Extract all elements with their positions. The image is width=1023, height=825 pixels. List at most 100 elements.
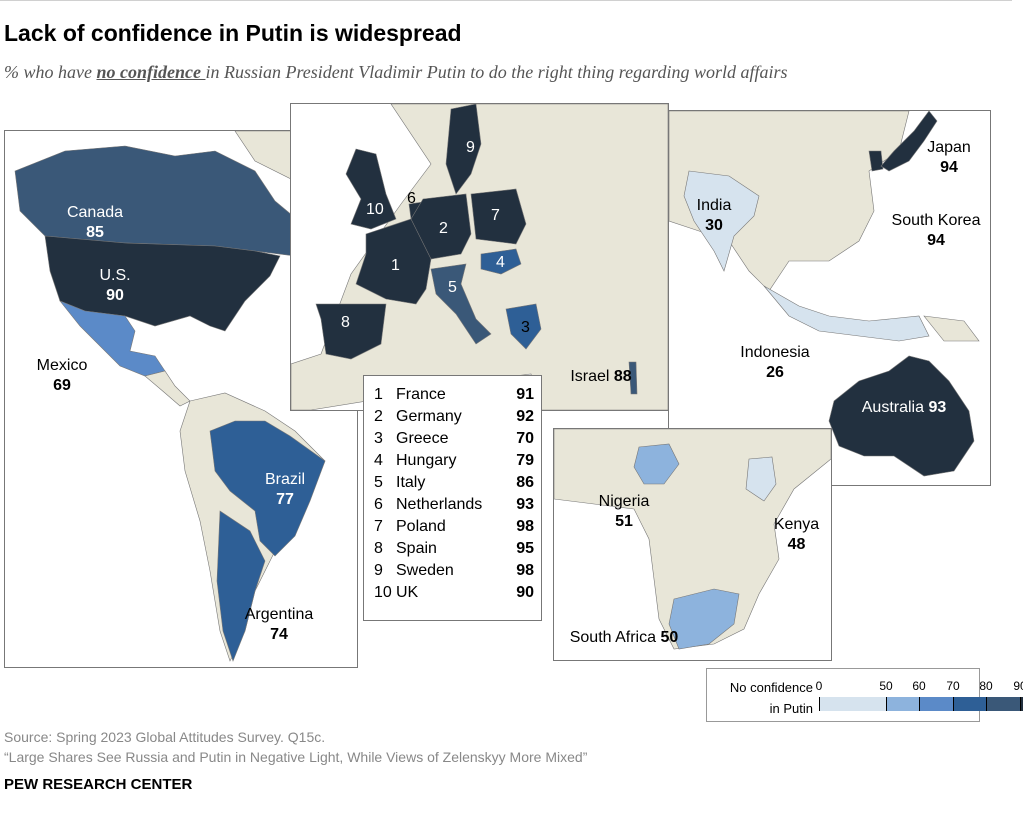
key-number: 7: [374, 518, 383, 535]
key-country: Germany: [396, 408, 462, 425]
source-note: Source: Spring 2023 Global Attitudes Sur…: [4, 727, 587, 767]
marker-spain: 8: [341, 314, 350, 331]
label-japan: Japan 94: [927, 139, 971, 176]
top-rule: [0, 0, 1012, 1]
key-value: 93: [516, 496, 534, 513]
country-israel: [628, 361, 638, 395]
label-brazil: Brazil 77: [264, 471, 305, 508]
country-india: [683, 170, 760, 272]
legend-tick-label: 80: [979, 679, 993, 693]
key-country: Netherlands: [396, 496, 483, 513]
label-south-korea: South Korea 94: [891, 212, 981, 249]
label-us: U.S. 90: [99, 267, 131, 304]
marker-germany: 2: [439, 220, 448, 237]
legend-swatch: [819, 697, 887, 711]
legend-tick-label: 0: [815, 679, 823, 693]
key-number: 4: [374, 452, 383, 469]
europe-key-row: 7 Poland 98: [374, 518, 534, 540]
europe-key-row: 2 Germany 92: [374, 408, 534, 430]
marker-uk: 10: [366, 201, 384, 218]
legend-tick-label: 90: [1013, 679, 1023, 693]
europe-key-row: 8 Spain 95: [374, 540, 534, 562]
asia-pacific-panel: Japan 94 South Korea 94 India 30 Indonesia 2…: [668, 110, 991, 486]
label-indonesia: Indonesia 26: [740, 344, 810, 381]
europe-panel: 9 10 6 2 7 1 8 5 4 3 Israel 88: [290, 103, 669, 411]
country-nigeria: [633, 443, 680, 485]
label-nigeria: Nigeria 51: [598, 493, 650, 530]
legend-swatch: [919, 697, 954, 711]
europe-key-list: 1 France 91 2 Germany 92 3 Greece 70 4 Hungary 79 5 I…: [363, 375, 542, 621]
country-italy: [430, 263, 492, 345]
report-title: “Large Shares See Russia and Putin in Ne…: [4, 749, 588, 765]
key-number: 8: [374, 540, 383, 557]
subtitle-prefix: % who have: [4, 62, 97, 82]
marker-hungary: 4: [496, 254, 505, 271]
legend-swatch: [886, 697, 920, 711]
brand-logo-text: PEW RESEARCH CENTER: [4, 776, 193, 793]
subtitle-emphasis: no confidence: [96, 62, 206, 82]
country-south-korea: [868, 150, 884, 172]
legend-title: No confidence in Putin: [729, 680, 813, 716]
key-country: Italy: [396, 474, 426, 491]
key-country: France: [396, 386, 446, 403]
legend-tick-label: 70: [946, 679, 960, 693]
marker-greece: 3: [521, 319, 530, 336]
legend-swatch: [1020, 697, 1023, 711]
country-south-africa: [668, 588, 740, 650]
key-number: 1: [374, 386, 383, 403]
country-australia: [828, 355, 975, 477]
europe-key-row: 6 Netherlands 93: [374, 496, 534, 518]
country-spain: [315, 303, 387, 360]
chart-subtitle: % who have no confidence in Russian Pres…: [4, 62, 787, 83]
label-canada: Canada 85: [66, 204, 124, 241]
chart-title: Lack of confidence in Putin is widesprea…: [4, 20, 462, 46]
marker-poland: 7: [491, 207, 500, 224]
country-brazil: [209, 420, 326, 557]
marker-sweden: 9: [466, 139, 475, 156]
key-country: UK: [396, 584, 419, 601]
key-value: 79: [516, 452, 534, 469]
marker-france: 1: [391, 257, 400, 274]
label-australia: Australia 93: [861, 399, 947, 416]
key-country: Hungary: [396, 452, 457, 469]
country-kenya: [745, 456, 777, 502]
key-country: Spain: [396, 540, 437, 557]
country-indonesia: [763, 285, 930, 342]
label-israel: Israel 88: [570, 368, 632, 385]
new-guinea-shape: [923, 315, 980, 342]
marker-italy: 5: [448, 279, 457, 296]
key-value: 92: [516, 408, 534, 425]
country-japan: [880, 111, 938, 172]
europe-key-row: 5 Italy 86: [374, 474, 534, 496]
country-poland: [470, 188, 527, 245]
key-value: 91: [516, 386, 534, 403]
country-france: [355, 218, 432, 305]
key-country: Greece: [396, 430, 449, 447]
country-greece: [505, 303, 542, 350]
europe-map: [291, 104, 668, 410]
legend-tick-label: 50: [879, 679, 893, 693]
europe-key-row: 10 UK 90: [374, 584, 534, 606]
key-number: 10: [374, 584, 392, 601]
key-country: Sweden: [396, 562, 454, 579]
key-number: 9: [374, 562, 383, 579]
key-number: 2: [374, 408, 383, 425]
europe-land-shape: [291, 104, 668, 410]
key-number: 3: [374, 430, 383, 447]
country-uk: [345, 148, 397, 230]
key-country: Poland: [396, 518, 446, 535]
subtitle-suffix: in Russian President Vladimir Putin to d…: [205, 62, 788, 82]
marker-netherlands: 6: [407, 190, 416, 207]
europe-key-row: 4 Hungary 79: [374, 452, 534, 474]
key-value: 90: [516, 584, 534, 601]
europe-key-row: 3 Greece 70: [374, 430, 534, 452]
europe-key-row: 9 Sweden 98: [374, 562, 534, 584]
key-number: 6: [374, 496, 383, 513]
europe-key-row: 1 France 91: [374, 386, 534, 408]
label-argentina: Argentina 74: [244, 606, 314, 643]
key-value: 86: [516, 474, 534, 491]
country-sweden: [445, 104, 482, 195]
label-india: India 30: [696, 197, 732, 234]
